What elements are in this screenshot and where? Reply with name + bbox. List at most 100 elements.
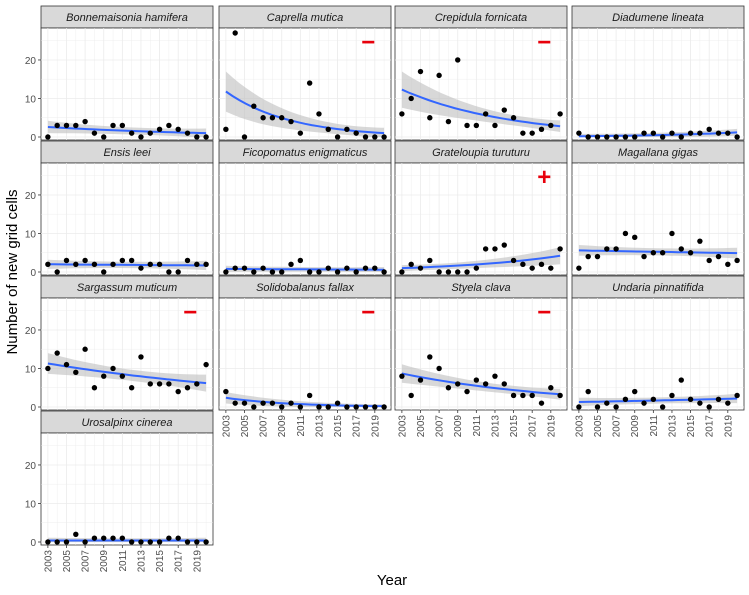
x-tick-label: 2013 — [136, 550, 147, 573]
data-point — [372, 265, 378, 271]
data-point — [119, 257, 126, 264]
data-point — [482, 381, 489, 387]
data-point — [585, 388, 591, 395]
data-point — [427, 115, 433, 121]
data-point — [334, 134, 341, 140]
x-tick-label: 2003 — [43, 550, 54, 573]
data-point — [54, 269, 60, 275]
data-point — [427, 257, 433, 264]
data-point — [715, 253, 722, 260]
x-tick-label: 2005 — [416, 415, 427, 438]
facet-title: Ficopomatus enigmaticus — [243, 147, 368, 159]
data-point — [669, 130, 675, 136]
data-point — [91, 130, 98, 136]
gridlines — [572, 28, 744, 140]
data-point — [362, 265, 369, 271]
x-tick-label: 2017 — [174, 550, 185, 573]
facet-title: Diadumene lineata — [612, 12, 704, 24]
facet-title: Crepidula fornicata — [435, 12, 527, 24]
data-point — [734, 134, 740, 140]
data-point — [73, 122, 79, 129]
facet-panel: Solidobalanus fallax− 2003 2005 2007 2009 201… — [218, 275, 392, 438]
confidence-band — [47, 353, 207, 392]
data-point — [473, 265, 480, 271]
data-point — [54, 350, 60, 356]
data-point — [473, 122, 480, 129]
data-point — [492, 246, 498, 252]
data-point — [297, 257, 304, 264]
data-point — [381, 134, 387, 140]
x-tick-label: 2011 — [472, 415, 483, 437]
data-point — [622, 134, 629, 140]
data-point — [725, 261, 731, 267]
data-point — [73, 369, 79, 376]
x-tick-label: 2019 — [546, 415, 557, 438]
data-point — [223, 269, 229, 275]
data-point — [54, 122, 60, 129]
gridlines — [572, 163, 744, 275]
plot-area — [218, 297, 392, 411]
data-point — [166, 381, 172, 387]
data-point — [269, 115, 276, 121]
data-point — [585, 253, 591, 260]
data-point — [417, 265, 424, 271]
y-tick-label: 10 — [25, 229, 37, 240]
data-point — [138, 354, 144, 360]
data-point — [706, 126, 712, 132]
data-point — [669, 392, 675, 399]
data-point — [659, 134, 666, 140]
data-point — [510, 115, 517, 121]
data-point — [417, 377, 424, 383]
data-point — [194, 261, 200, 267]
data-point — [520, 130, 526, 136]
facet-panel: Urosalpinx cinerea 0 10 20 2003 2005 2007 2009 2… — [25, 410, 214, 573]
data-point — [715, 396, 722, 402]
facet-title: Magallana gigas — [618, 147, 699, 159]
data-point — [594, 134, 601, 140]
data-point — [241, 400, 248, 406]
data-point — [138, 134, 144, 140]
facet-title: Grateloupia turuturu — [432, 147, 530, 159]
data-point — [297, 404, 304, 410]
data-point — [557, 246, 563, 252]
data-point — [175, 535, 181, 541]
data-point — [436, 72, 442, 79]
data-point — [725, 400, 731, 406]
trend-marker: − — [537, 29, 551, 56]
x-tick-label: 2017 — [352, 415, 363, 438]
data-point — [101, 373, 107, 379]
data-point — [622, 396, 629, 402]
data-point — [288, 118, 294, 125]
x-axis-label: Year — [377, 572, 407, 589]
data-point — [306, 269, 313, 275]
data-point — [184, 257, 191, 264]
y-tick-label: 0 — [30, 403, 36, 414]
data-point — [641, 253, 647, 260]
data-point — [678, 134, 684, 140]
data-point — [362, 404, 369, 410]
data-point — [128, 257, 135, 264]
data-point — [334, 400, 341, 406]
data-point — [557, 111, 563, 117]
data-point — [501, 381, 507, 387]
data-point — [45, 134, 51, 140]
trend-line — [401, 88, 561, 128]
x-tick-label: 2007 — [81, 550, 92, 573]
data-point — [576, 265, 582, 271]
data-point — [678, 377, 684, 383]
data-point — [678, 246, 684, 252]
data-point — [632, 234, 638, 241]
data-point — [297, 130, 304, 136]
data-point — [492, 373, 498, 379]
data-point — [548, 122, 554, 129]
facet-panel: Caprella mutica − — [218, 5, 392, 141]
data-point — [194, 381, 200, 387]
data-point — [110, 261, 116, 267]
facet-title: Caprella mutica — [267, 12, 343, 24]
data-point — [101, 134, 107, 140]
data-point — [650, 250, 657, 256]
data-point — [734, 257, 740, 264]
data-point — [128, 130, 135, 136]
data-point — [147, 539, 153, 545]
